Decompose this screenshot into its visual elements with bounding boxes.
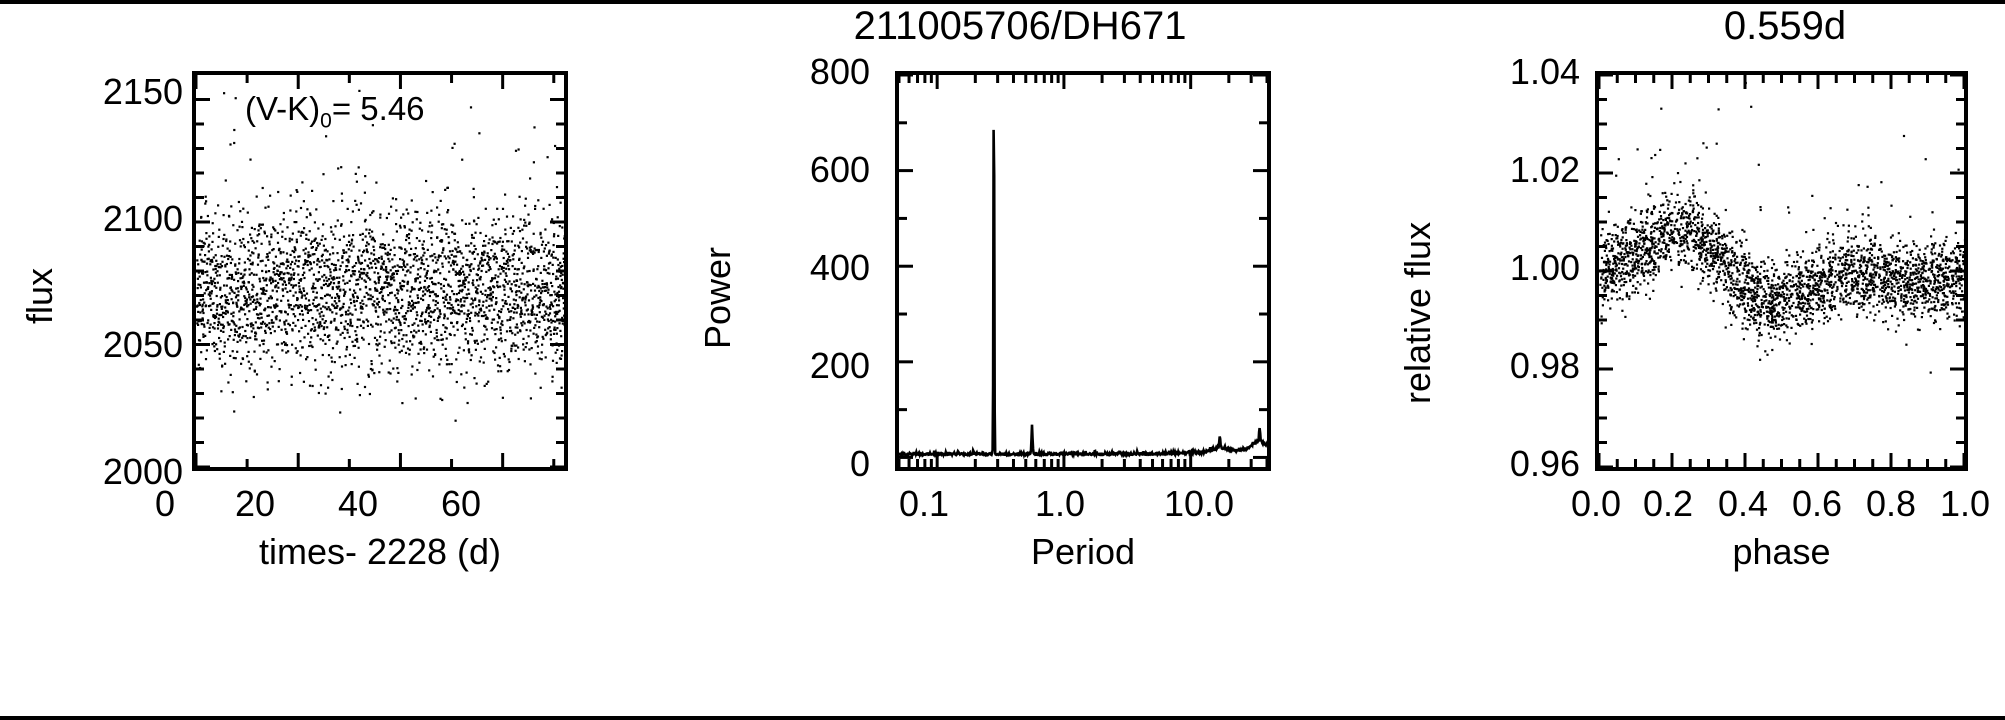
ytick-pg-400: 400: [809, 247, 870, 288]
xtick-ph-1p0: 1.0: [1939, 483, 1991, 524]
axis-label-times: times- 2228 (d): [258, 531, 502, 572]
xtick-ph-0p2: 0.2: [1642, 483, 1694, 524]
ytick-pg-200: 200: [809, 345, 870, 386]
plot-area-lightcurve: [192, 71, 568, 471]
ytick-lc-2100: 2100: [102, 198, 183, 239]
phased-ticks: [1597, 73, 1966, 469]
xtick-lc-0: 0: [154, 483, 176, 524]
axis-label-period: Period: [1030, 531, 1136, 572]
color-annotation-value: = 5.46: [331, 90, 425, 127]
xtick-ph-0p0: 0.0: [1570, 483, 1622, 524]
ytick-ph-1p04: 1.04: [1509, 51, 1580, 92]
ytick-pg-0: 0: [849, 443, 870, 484]
phased-points: [1599, 81, 1964, 374]
ytick-ph-1p00: 1.00: [1509, 247, 1580, 288]
color-annotation-sub: 0: [320, 109, 332, 133]
axis-label-phase: phase: [1732, 531, 1831, 572]
xtick-pg-0p1: 0.1: [898, 483, 950, 524]
color-annotation-base: (V-K): [245, 90, 321, 127]
ytick-pg-800: 800: [809, 51, 870, 92]
xtick-lc-20: 20: [234, 483, 276, 524]
color-annotation: (V-K)0= 5.46: [245, 92, 425, 138]
ytick-pg-600: 600: [809, 149, 870, 190]
plot-area-phased: [1595, 71, 1968, 471]
xtick-ph-0p6: 0.6: [1791, 483, 1843, 524]
lightcurve-svg: [196, 89, 564, 422]
lightcurve-ticks: [194, 75, 564, 469]
ytick-ph-0p98: 0.98: [1509, 345, 1580, 386]
axis-label-power: Power: [697, 246, 738, 349]
lightcurve-points: [196, 89, 564, 422]
figure-title: 211005706/DH671: [853, 4, 1187, 48]
xtick-pg-10p0: 10.0: [1163, 483, 1235, 524]
axis-label-flux: flux: [19, 267, 60, 324]
period-title: 0.559d: [1723, 4, 1847, 48]
xtick-ph-0p8: 0.8: [1865, 483, 1917, 524]
xtick-lc-60: 60: [440, 483, 482, 524]
plot-area-periodogram: [895, 71, 1271, 471]
periodogram-svg: [899, 129, 1267, 460]
phased-svg: [1599, 81, 1964, 374]
ytick-ph-0p96: 0.96: [1509, 443, 1580, 484]
xtick-ph-0p4: 0.4: [1717, 483, 1769, 524]
xtick-lc-40: 40: [337, 483, 379, 524]
xtick-pg-1p0: 1.0: [1034, 483, 1086, 524]
ytick-lc-2000: 2000: [102, 451, 183, 492]
periodogram-ticks: [897, 73, 1269, 467]
periodogram-trace: [899, 129, 1267, 460]
ytick-lc-2150: 2150: [102, 71, 183, 112]
ytick-ph-1p02: 1.02: [1509, 149, 1580, 190]
axis-label-relative-flux: relative flux: [1397, 221, 1438, 404]
ytick-lc-2050: 2050: [102, 324, 183, 365]
